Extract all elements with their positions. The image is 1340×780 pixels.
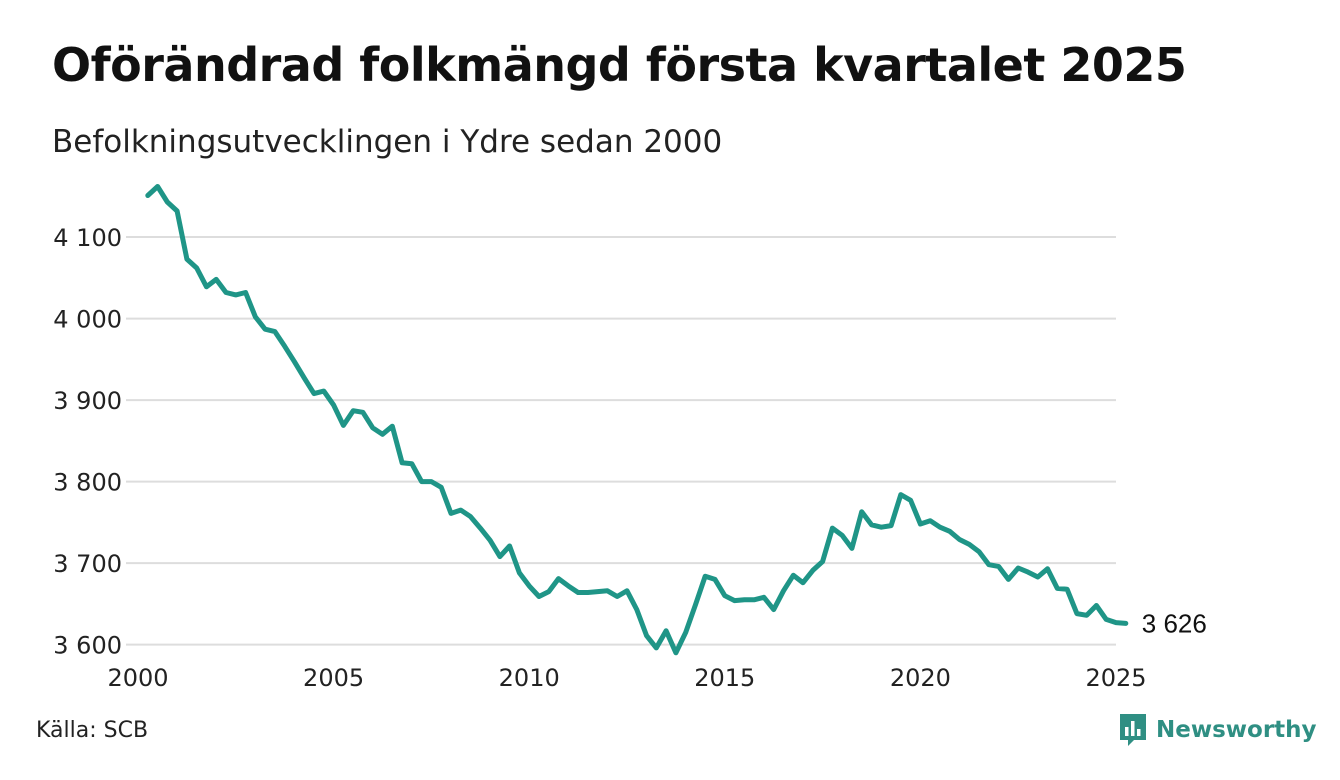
x-tick-label: 2020 bbox=[890, 664, 951, 692]
y-tick-label: 3 800 bbox=[53, 469, 122, 497]
y-tick-label: 3 600 bbox=[53, 632, 122, 660]
brand-name: Newsworthy bbox=[1156, 717, 1317, 743]
chart-subtitle: Befolkningsutvecklingen i Ydre sedan 200… bbox=[52, 124, 723, 160]
brand-logo[interactable]: Newsworthy bbox=[1118, 712, 1317, 748]
population-series-line bbox=[145, 184, 1129, 656]
x-axis: 2000 2005 2010 2015 2020 2025 bbox=[107, 664, 1146, 692]
source-note: Källa: SCB bbox=[36, 718, 149, 743]
end-value-label: 3 626 bbox=[1142, 608, 1207, 638]
y-tick-label: 3 900 bbox=[53, 387, 122, 415]
x-tick-label: 2010 bbox=[499, 664, 560, 692]
y-axis: 3 600 3 700 3 800 3 900 4 000 4 100 bbox=[53, 224, 122, 660]
x-tick-label: 2005 bbox=[303, 664, 364, 692]
end-label-group: 3 626 bbox=[1142, 608, 1207, 638]
x-tick-label: 2000 bbox=[107, 664, 168, 692]
bar-chart-speech-bubble-icon bbox=[1120, 714, 1146, 746]
y-tick-label: 4 100 bbox=[53, 224, 122, 252]
series-group bbox=[145, 184, 1129, 656]
gridlines bbox=[126, 236, 1116, 646]
chart-title: Oförändrad folkmängd första kvartalet 20… bbox=[52, 38, 1187, 92]
x-tick-label: 2015 bbox=[694, 664, 755, 692]
y-tick-label: 3 700 bbox=[53, 550, 122, 578]
x-tick-label: 2025 bbox=[1085, 664, 1146, 692]
y-tick-label: 4 000 bbox=[53, 306, 122, 334]
